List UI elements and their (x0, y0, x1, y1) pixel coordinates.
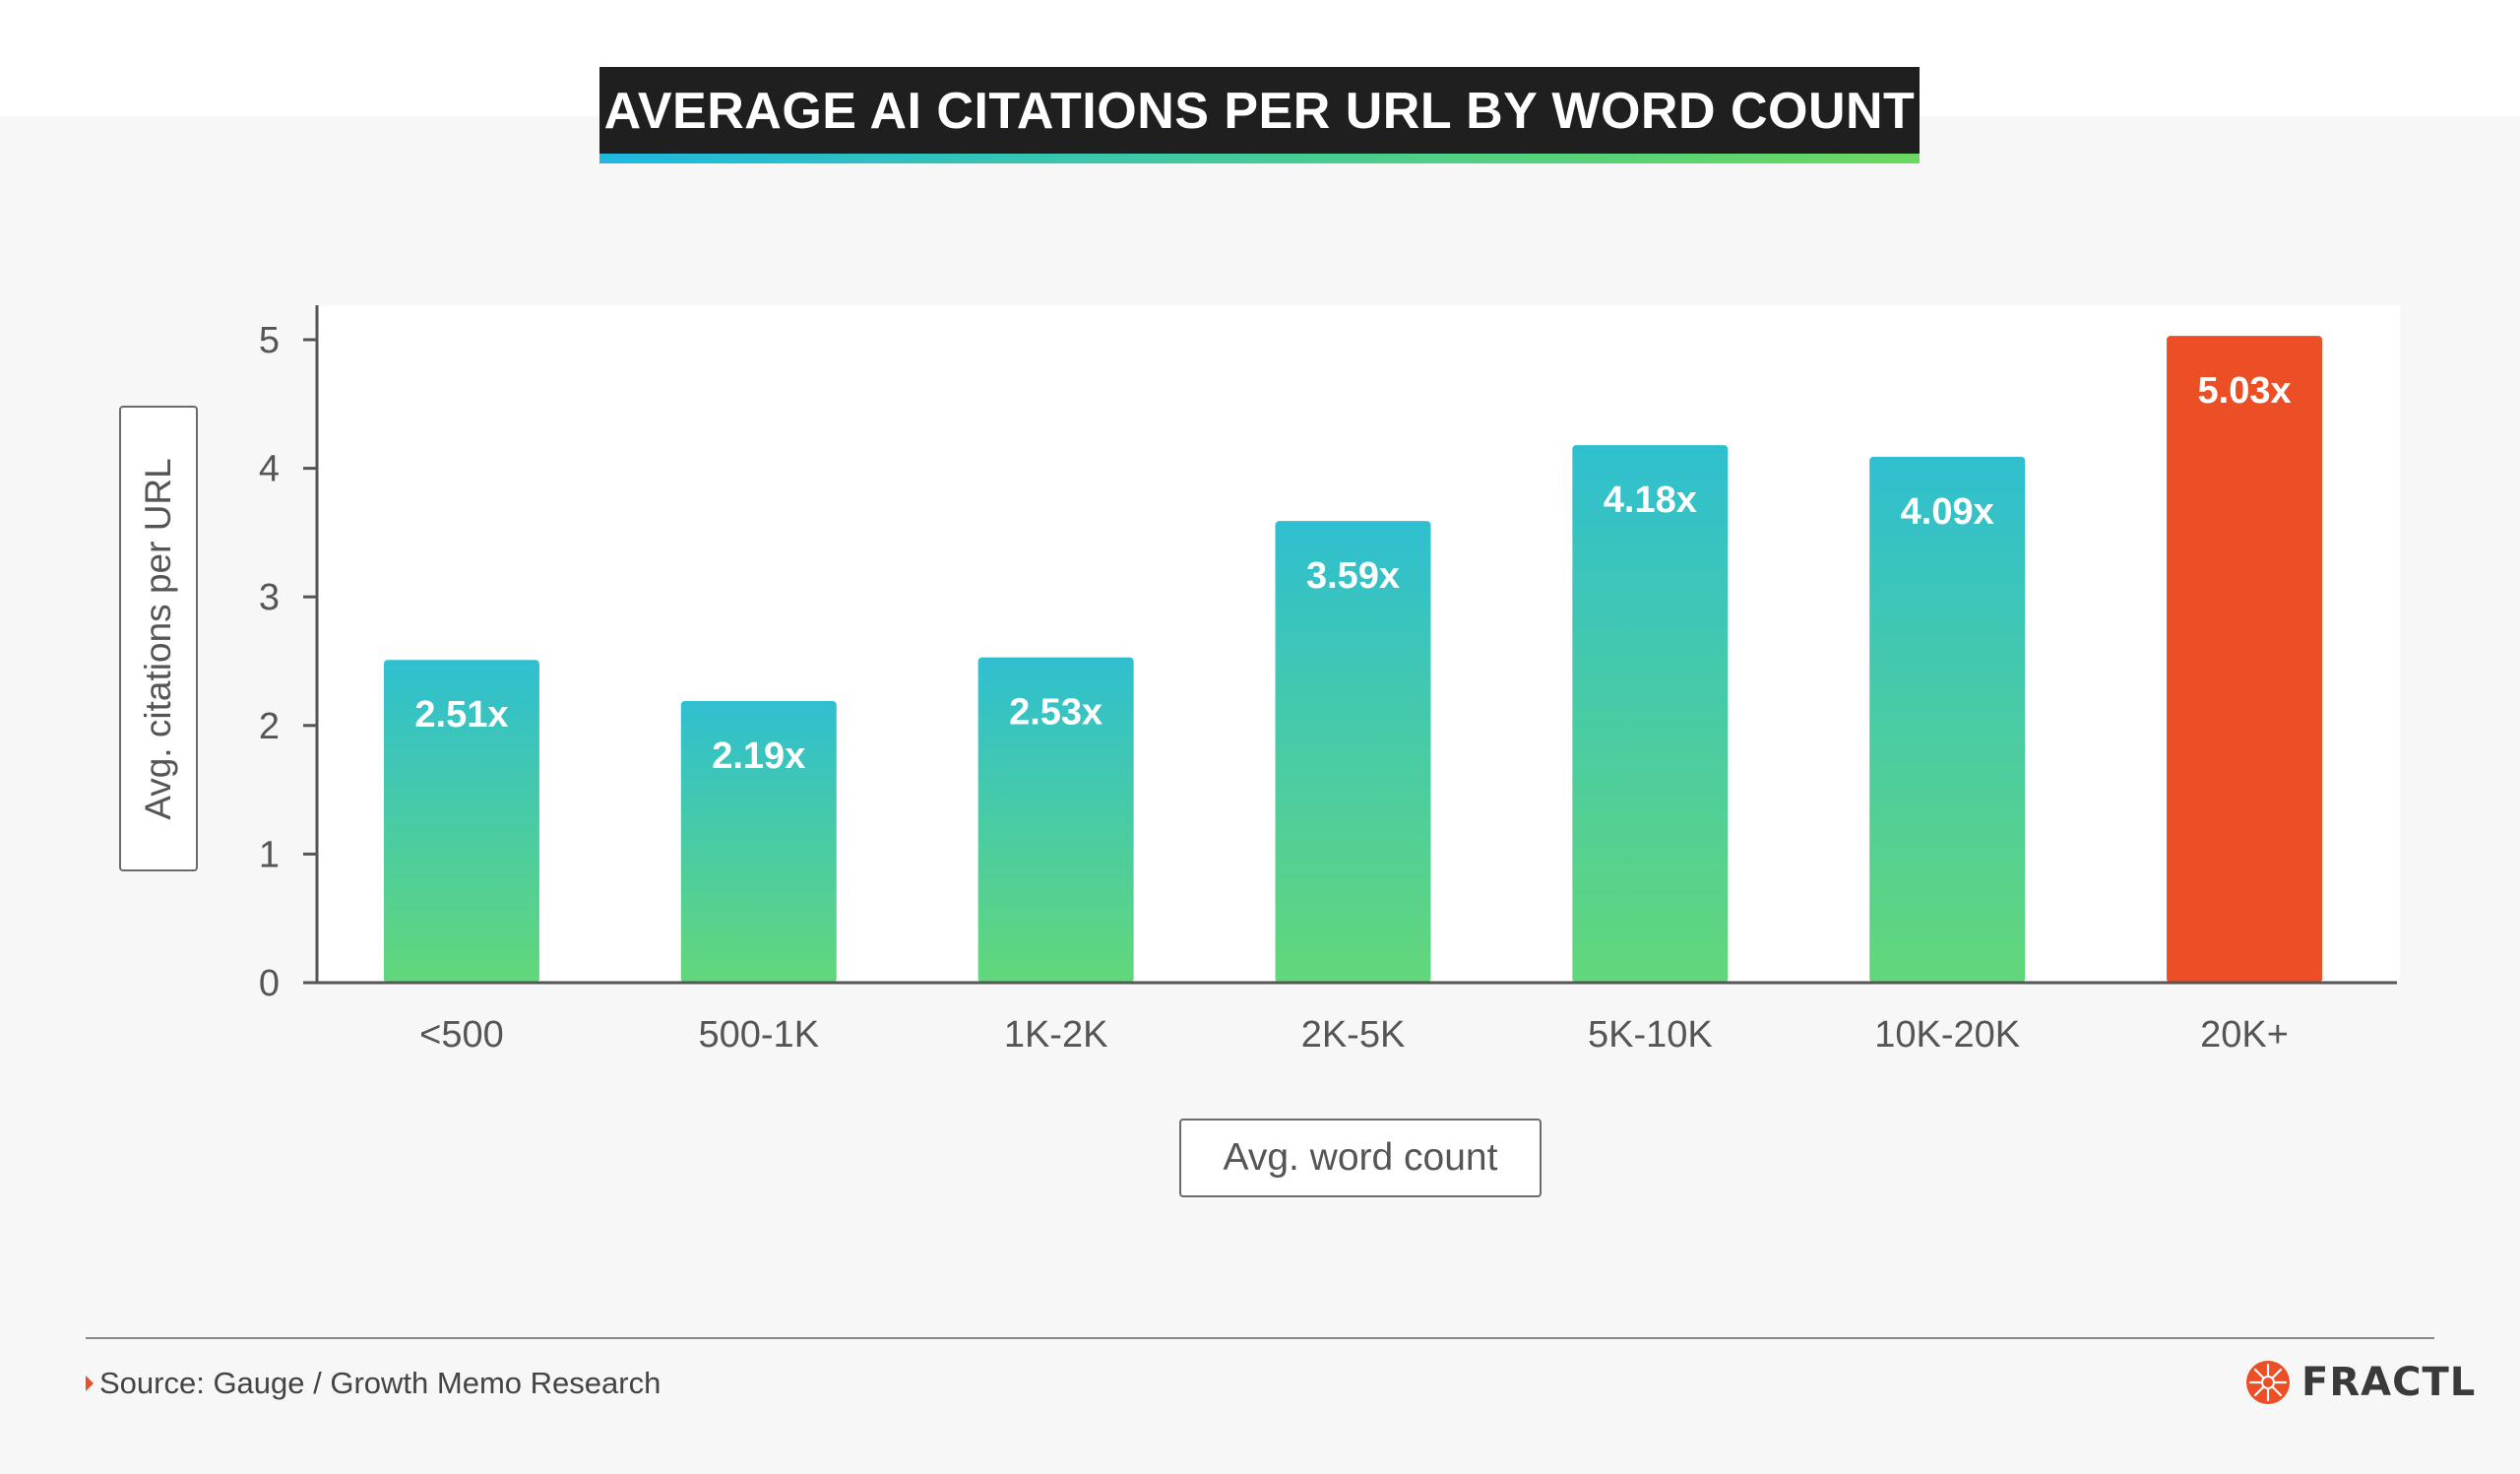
data-label: 4.18x (1604, 480, 1697, 521)
y-tick-label: 2 (259, 706, 280, 747)
y-tick-label: 4 (259, 449, 280, 490)
x-tick-label: 500-1K (699, 1014, 820, 1056)
footer-divider (86, 1337, 2434, 1339)
bar-10K-20K (1869, 456, 2026, 983)
data-label: 2.51x (414, 694, 508, 736)
y-axis-title: Avg. citations per URL (138, 457, 178, 820)
bar-500-1K (680, 700, 837, 983)
logo-text: FRACTL (2301, 1360, 2477, 1405)
x-tick-label: 1K-2K (1004, 1014, 1108, 1056)
y-tick-label: 5 (259, 320, 280, 361)
fractl-logo: FRACTL (2244, 1359, 2476, 1406)
source-note: Source: Gauge / Growth Memo Research (86, 1366, 661, 1401)
y-tick-label: 0 (259, 963, 280, 1004)
x-tick-label: <500 (419, 1014, 504, 1056)
data-label: 4.09x (1901, 491, 1994, 533)
bar-2K-5K (1275, 521, 1431, 983)
bar-20K+ (2167, 336, 2323, 983)
chart-title-banner: AVERAGE AI CITATIONS PER URL BY WORD COU… (599, 67, 1920, 163)
bar-5K-10K (1572, 445, 1729, 983)
chart-title: AVERAGE AI CITATIONS PER URL BY WORD COU… (603, 83, 1916, 140)
x-tick-label: 20K+ (2200, 1014, 2289, 1056)
y-axis-title-box: Avg. citations per URL (119, 406, 198, 871)
bar-1K-2K (977, 657, 1134, 983)
source-arrow-icon (86, 1376, 94, 1391)
x-tick-label: 10K-20K (1874, 1014, 2020, 1056)
x-tick-label: 5K-10K (1588, 1014, 1713, 1056)
y-tick-label: 3 (259, 577, 280, 618)
data-label: 2.53x (1009, 692, 1102, 734)
x-axis-title-box: Avg. word count (1179, 1119, 1542, 1197)
bar-<500 (383, 660, 539, 983)
source-text: Source: Gauge / Growth Memo Research (99, 1366, 662, 1400)
data-label: 2.19x (712, 736, 805, 777)
fractl-mark-icon (2246, 1361, 2290, 1404)
data-label: 3.59x (1306, 555, 1400, 597)
data-label: 5.03x (2198, 370, 2292, 412)
x-tick-label: 2K-5K (1301, 1014, 1406, 1056)
x-axis-title: Avg. word count (1223, 1136, 1498, 1179)
y-tick-label: 1 (259, 834, 280, 875)
